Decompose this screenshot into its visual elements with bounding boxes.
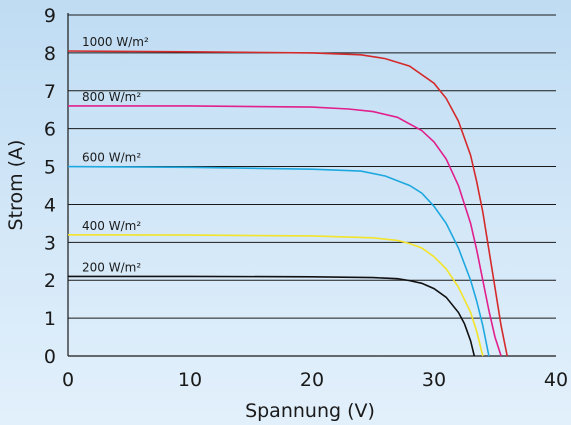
series-label: 200 W/m² — [82, 260, 141, 274]
tick-labels: 0 1 2 3 4 5 6 7 8 9 0 10 20 30 40 — [44, 5, 568, 391]
y-tick-label: 2 — [44, 270, 56, 292]
x-tick-label: 40 — [544, 369, 568, 391]
series-label: 400 W/m² — [82, 219, 141, 233]
series-line — [68, 105, 502, 357]
x-axis-title: Spannung (V) — [245, 400, 375, 422]
y-tick-label: 1 — [44, 308, 56, 330]
series-label: 1000 W/m² — [82, 35, 149, 49]
y-tick-label: 7 — [44, 81, 56, 103]
y-tick-label: 8 — [44, 43, 56, 65]
x-tick-label: 10 — [178, 369, 202, 391]
series-label: 800 W/m² — [82, 90, 141, 104]
y-tick-label: 9 — [44, 5, 56, 27]
y-tick-label: 5 — [44, 157, 56, 179]
y-tick-label: 3 — [44, 232, 56, 254]
x-tick-label: 30 — [422, 369, 446, 391]
y-tick-label: 4 — [44, 194, 56, 216]
axes — [67, 13, 556, 357]
series-label: 600 W/m² — [82, 151, 141, 165]
x-tick-label: 20 — [300, 369, 324, 391]
series-line — [67, 165, 490, 357]
y-axis-title: Strom (A) — [5, 140, 27, 231]
x-tick-label: 0 — [62, 369, 74, 391]
y-tick-label: 0 — [44, 346, 56, 368]
series-line — [67, 50, 508, 357]
series-line — [67, 234, 484, 357]
series-line — [68, 275, 476, 357]
series-group: 1000 W/m² 800 W/m² 600 W/m² 400 W/m² 200 W/m… — [67, 35, 508, 357]
y-tick-label: 6 — [44, 119, 56, 141]
